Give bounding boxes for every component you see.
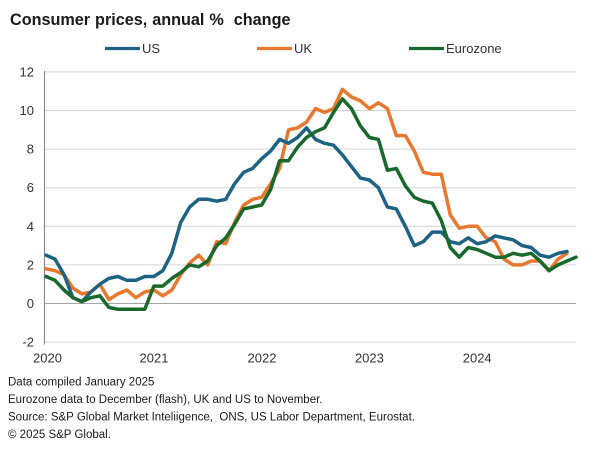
svg-text:2021: 2021 [140,351,169,366]
svg-text:6: 6 [27,180,34,195]
svg-text:Data compiled January 2025: Data compiled January 2025 [8,377,154,389]
svg-text:-2: -2 [22,335,34,350]
svg-text:8: 8 [27,142,34,157]
svg-text:0: 0 [27,296,34,311]
svg-text:Eurozone data to December (fla: Eurozone data to December (flash), UK an… [8,394,323,406]
svg-text:4: 4 [27,219,34,234]
svg-text:2024: 2024 [463,351,492,366]
svg-text:2023: 2023 [355,351,384,366]
svg-text:2: 2 [27,257,34,272]
svg-text:10: 10 [20,103,34,118]
svg-text:US: US [142,41,160,56]
svg-text:Eurozone: Eurozone [446,41,502,56]
svg-text:2022: 2022 [248,351,277,366]
svg-text:Source: S&P Global Market Inte: Source: S&P Global Market Inteliigence, … [8,412,415,424]
svg-text:UK: UK [294,41,312,56]
svg-text:12: 12 [20,64,34,79]
svg-text:© 2025 S&P Global.: © 2025 S&P Global. [8,429,111,441]
svg-text:2020: 2020 [33,351,62,366]
svg-text:Consumer prices, annual % cha: Consumer prices, annual % change [10,11,290,29]
